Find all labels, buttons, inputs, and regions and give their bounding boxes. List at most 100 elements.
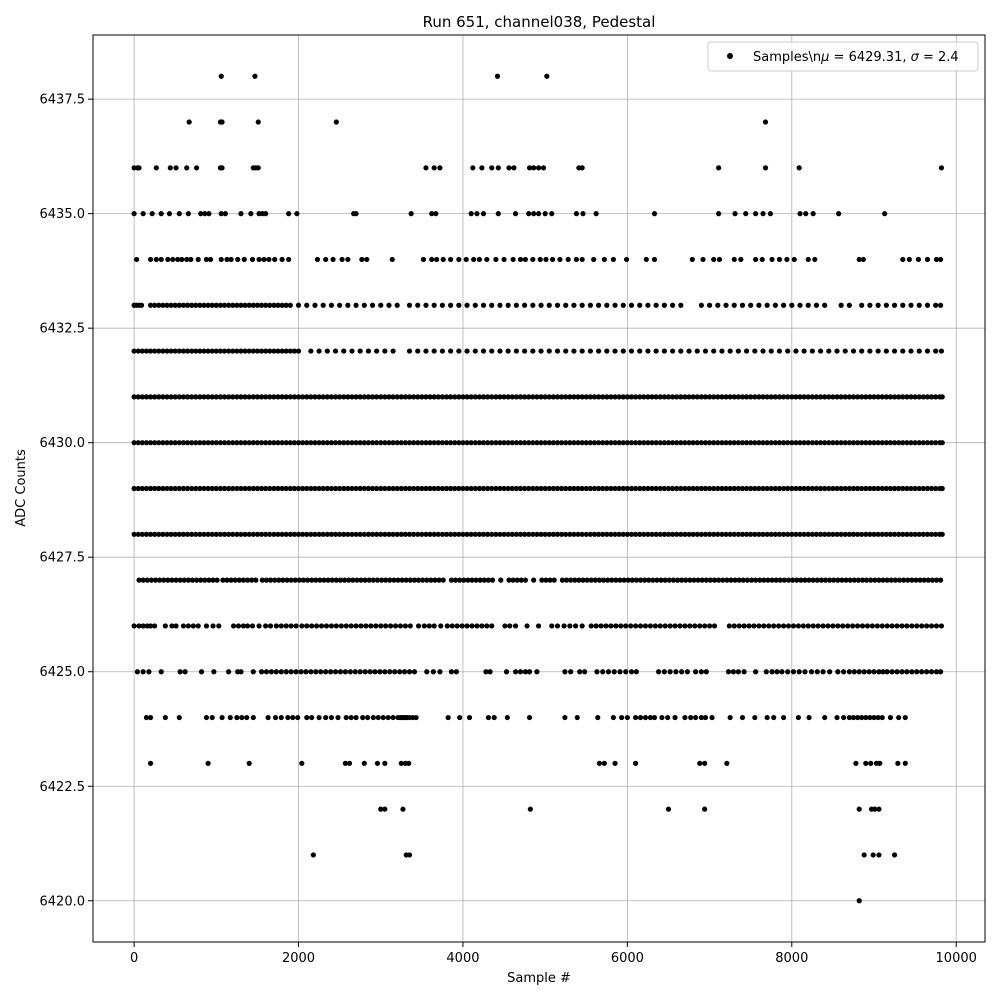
data-point [929, 577, 935, 583]
data-point [176, 302, 182, 308]
data-point [382, 394, 388, 400]
data-point [831, 577, 837, 583]
data-point [343, 714, 349, 721]
data-point [201, 348, 207, 354]
data-point [596, 440, 602, 446]
data-point [267, 394, 273, 400]
data-point [234, 485, 240, 492]
data-point [255, 165, 261, 171]
data-point [809, 485, 815, 492]
data-point [443, 394, 450, 400]
data-point [346, 577, 352, 583]
data-point [723, 394, 729, 400]
data-point [202, 577, 208, 583]
data-point [629, 577, 635, 583]
data-point [904, 531, 910, 537]
data-point [938, 165, 945, 171]
data-point [938, 348, 945, 354]
data-point [426, 623, 432, 629]
data-point [600, 394, 606, 400]
data-point [368, 623, 374, 629]
data-point [637, 714, 644, 721]
data-point [731, 623, 737, 629]
data-point [176, 714, 182, 721]
data-point [761, 623, 767, 629]
data-point [562, 669, 568, 675]
data-point [771, 623, 777, 629]
data-point [876, 577, 882, 583]
data-point [575, 485, 581, 492]
data-point [324, 394, 330, 400]
data-point [332, 669, 339, 675]
data-point [698, 394, 704, 400]
data-point [522, 669, 529, 675]
data-point [357, 669, 363, 675]
data-point [406, 760, 412, 766]
data-point [390, 531, 396, 537]
data-point [827, 669, 833, 675]
data-point [497, 531, 503, 537]
data-point [230, 485, 236, 492]
data-point [789, 531, 795, 537]
data-point [386, 394, 392, 400]
data-point [316, 714, 322, 721]
data-point [760, 348, 766, 354]
data-point [534, 531, 540, 537]
data-point [314, 256, 321, 263]
data-point [406, 669, 413, 675]
data-point [338, 623, 344, 629]
data-point [772, 302, 778, 308]
data-point [293, 669, 299, 675]
data-point [808, 669, 815, 675]
data-point [801, 531, 807, 537]
data-point [774, 669, 780, 675]
data-point [563, 485, 569, 492]
data-point [489, 348, 495, 354]
data-point [894, 669, 900, 675]
data-point [682, 440, 688, 446]
data-point [670, 577, 677, 583]
data-point [491, 714, 497, 721]
data-point [609, 577, 615, 583]
data-point [140, 211, 146, 217]
data-point [727, 485, 733, 492]
data-point [420, 256, 427, 263]
data-point [205, 531, 211, 537]
data-point [203, 714, 210, 721]
data-point [939, 394, 945, 400]
data-point [896, 714, 902, 721]
data-point [912, 440, 918, 446]
data-point [628, 531, 635, 537]
data-point [164, 348, 170, 354]
data-point [674, 394, 680, 400]
data-point [674, 577, 681, 583]
data-point [485, 485, 491, 492]
data-point [863, 760, 869, 766]
data-point [468, 211, 474, 217]
data-point [459, 623, 465, 629]
data-point [698, 302, 704, 308]
data-point [337, 394, 343, 400]
data-point [838, 440, 844, 446]
data-point [583, 485, 589, 492]
data-point [452, 440, 458, 446]
data-point [295, 394, 302, 400]
data-point [415, 577, 422, 583]
data-point [240, 623, 247, 629]
data-point [711, 485, 717, 492]
data-point [397, 623, 404, 629]
data-point [464, 348, 470, 354]
data-point [624, 394, 630, 400]
data-point [814, 577, 820, 583]
data-point [692, 623, 698, 629]
data-point [476, 485, 482, 492]
data-point [594, 669, 600, 675]
data-point [835, 577, 841, 583]
data-point [369, 485, 376, 492]
data-point [748, 302, 754, 308]
data-point [682, 394, 688, 400]
data-point [358, 577, 364, 583]
data-point [732, 211, 738, 217]
data-point [419, 485, 425, 492]
data-point [538, 348, 544, 354]
